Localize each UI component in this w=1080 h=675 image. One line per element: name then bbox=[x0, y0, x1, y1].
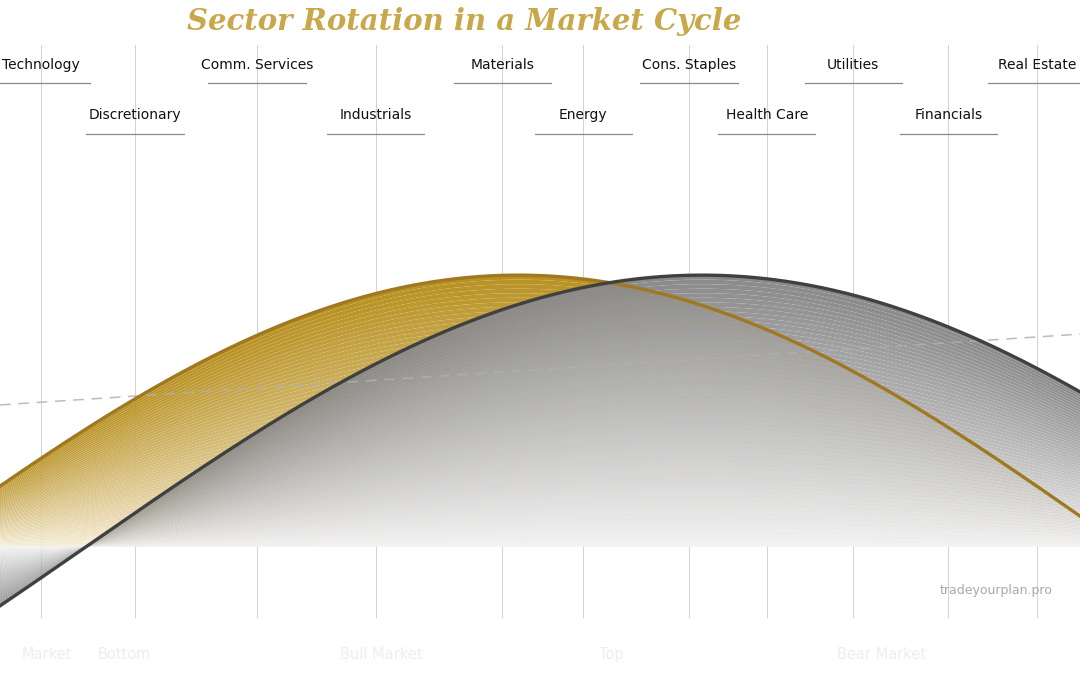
Text: Sector Rotation in a Market Cycle: Sector Rotation in a Market Cycle bbox=[187, 7, 742, 36]
Text: Materials: Materials bbox=[470, 57, 535, 72]
Text: Energy: Energy bbox=[558, 108, 608, 122]
Text: Bottom: Bottom bbox=[97, 647, 150, 662]
Text: Real Estate: Real Estate bbox=[998, 57, 1076, 72]
Text: tradeyourplan.pro: tradeyourplan.pro bbox=[940, 584, 1053, 597]
Text: Discretionary: Discretionary bbox=[89, 108, 181, 122]
Text: Utilities: Utilities bbox=[827, 57, 879, 72]
Text: Market: Market bbox=[22, 647, 72, 662]
Text: Industrials: Industrials bbox=[340, 108, 411, 122]
Text: Bull Market: Bull Market bbox=[340, 647, 423, 662]
Text: Bear Market: Bear Market bbox=[837, 647, 927, 662]
Text: Financials: Financials bbox=[914, 108, 983, 122]
Text: Top: Top bbox=[599, 647, 624, 662]
Text: Comm. Services: Comm. Services bbox=[201, 57, 313, 72]
Text: Health Care: Health Care bbox=[726, 108, 808, 122]
Text: Cons. Staples: Cons. Staples bbox=[642, 57, 737, 72]
Text: Technology: Technology bbox=[2, 57, 80, 72]
